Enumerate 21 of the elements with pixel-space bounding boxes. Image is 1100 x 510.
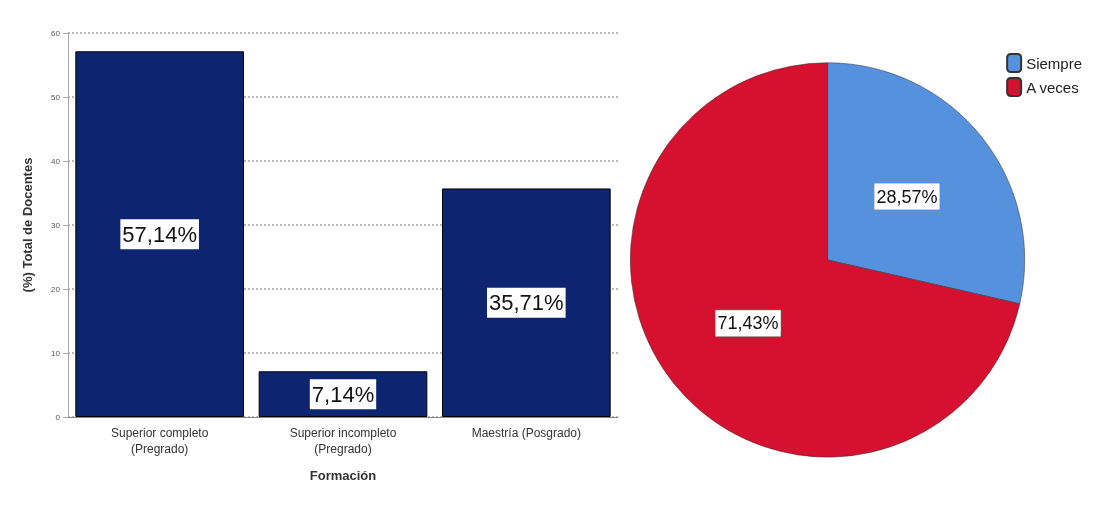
bar xyxy=(75,51,244,417)
y-tick-label: 30 xyxy=(51,220,61,230)
y-tick-label: 50 xyxy=(51,92,61,102)
x-tick-label: Maestría (Posgrado) xyxy=(471,426,582,440)
y-axis-title: (%) Total de Docentes xyxy=(20,157,35,293)
y-tick-label: 0 xyxy=(55,412,61,422)
y-tick-label: 20 xyxy=(51,284,61,294)
y-tick-label: 10 xyxy=(51,348,61,358)
x-tick-label: Superior completo (Pregrado) xyxy=(110,426,209,456)
data-label: 28,57% xyxy=(876,186,938,207)
data-label: 35,71% xyxy=(489,290,564,316)
x-axis-title: Formación xyxy=(309,468,377,483)
y-tick-label: 60 xyxy=(51,28,61,38)
data-label: 57,14% xyxy=(122,221,197,247)
bar xyxy=(442,188,611,417)
legend-label: A veces xyxy=(1026,78,1079,96)
data-label: 7,14% xyxy=(311,381,375,407)
data-label: 71,43% xyxy=(717,313,779,334)
y-tick-label: 40 xyxy=(51,156,61,166)
x-tick-label: Superior incompleto (Pregrado) xyxy=(289,426,397,456)
legend-label: Siempre xyxy=(1026,54,1082,72)
